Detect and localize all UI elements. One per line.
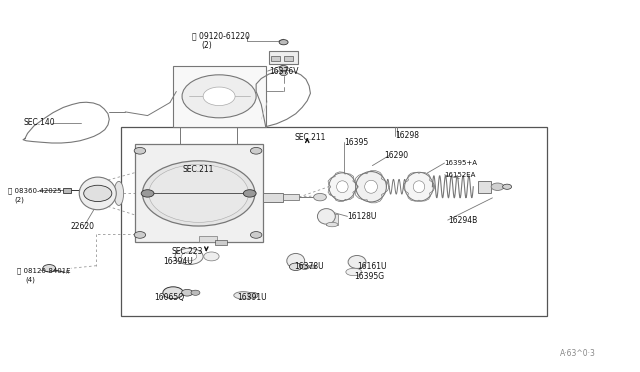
Text: Ⓑ 08120-8401E: Ⓑ 08120-8401E (17, 267, 70, 274)
Text: Ⓑ 09120-61220: Ⓑ 09120-61220 (192, 31, 250, 41)
Text: 16395G: 16395G (354, 272, 384, 281)
Circle shape (191, 290, 200, 295)
Circle shape (279, 39, 288, 45)
Bar (283, 194, 299, 200)
Circle shape (502, 184, 511, 189)
Circle shape (134, 147, 146, 154)
Bar (326, 214, 338, 225)
Text: 16290: 16290 (384, 151, 408, 160)
Bar (284, 56, 293, 61)
Ellipse shape (234, 292, 253, 299)
Ellipse shape (413, 181, 425, 193)
Text: Ⓢ 08360-42025: Ⓢ 08360-42025 (8, 187, 62, 194)
Circle shape (243, 190, 256, 197)
Circle shape (163, 287, 183, 299)
Circle shape (250, 232, 262, 238)
Text: 16294B: 16294B (448, 216, 477, 225)
Text: SEC.211: SEC.211 (294, 133, 326, 142)
Text: 16065Q: 16065Q (154, 294, 184, 302)
Text: SEC.223: SEC.223 (172, 247, 204, 256)
Ellipse shape (404, 172, 433, 201)
Bar (135, 144, 262, 241)
Bar (214, 240, 227, 245)
Text: 16298: 16298 (396, 131, 419, 141)
Ellipse shape (79, 177, 116, 210)
Circle shape (250, 147, 262, 154)
Bar (271, 56, 280, 61)
Circle shape (248, 292, 258, 298)
Bar (262, 193, 283, 202)
Text: (4): (4) (25, 277, 35, 283)
Ellipse shape (346, 268, 362, 276)
Circle shape (314, 193, 326, 201)
Bar (121, 127, 547, 317)
Ellipse shape (365, 180, 378, 193)
Text: A·63^0·3: A·63^0·3 (559, 349, 595, 358)
Circle shape (149, 164, 248, 222)
Bar (269, 51, 298, 64)
Text: 16391U: 16391U (237, 294, 267, 302)
Text: SEC.211: SEC.211 (182, 165, 214, 174)
Ellipse shape (329, 173, 356, 201)
Text: 16152EA: 16152EA (445, 172, 476, 178)
Circle shape (143, 161, 255, 226)
Circle shape (141, 190, 154, 197)
Text: 16161U: 16161U (357, 262, 387, 271)
Circle shape (43, 264, 56, 272)
Circle shape (181, 252, 196, 261)
Bar (478, 181, 491, 193)
Bar (63, 188, 71, 193)
Ellipse shape (317, 209, 335, 224)
Text: 22620: 22620 (71, 222, 95, 231)
Ellipse shape (114, 182, 124, 205)
Ellipse shape (287, 253, 305, 268)
Text: 16394U: 16394U (164, 257, 193, 266)
Text: 16376V: 16376V (269, 67, 298, 76)
Bar (173, 65, 266, 127)
Circle shape (175, 248, 203, 264)
Ellipse shape (326, 222, 338, 227)
Circle shape (182, 75, 256, 118)
Text: 16395+A: 16395+A (445, 160, 477, 166)
Ellipse shape (348, 256, 366, 269)
Circle shape (84, 185, 112, 202)
Circle shape (181, 289, 193, 296)
Circle shape (491, 183, 504, 190)
Circle shape (280, 71, 287, 76)
Text: SEC.140: SEC.140 (23, 119, 54, 128)
Text: 16395: 16395 (344, 138, 369, 147)
Text: 16128U: 16128U (348, 212, 377, 221)
Text: 16378U: 16378U (294, 262, 324, 271)
Ellipse shape (356, 171, 387, 202)
Circle shape (309, 265, 316, 269)
Text: (2): (2) (15, 197, 24, 203)
Ellipse shape (337, 181, 348, 193)
Circle shape (300, 264, 309, 269)
Circle shape (203, 87, 235, 106)
Circle shape (289, 263, 302, 270)
Circle shape (204, 252, 219, 261)
Text: (2): (2) (202, 41, 212, 51)
Bar (198, 235, 216, 242)
Circle shape (279, 65, 288, 71)
Circle shape (134, 232, 146, 238)
